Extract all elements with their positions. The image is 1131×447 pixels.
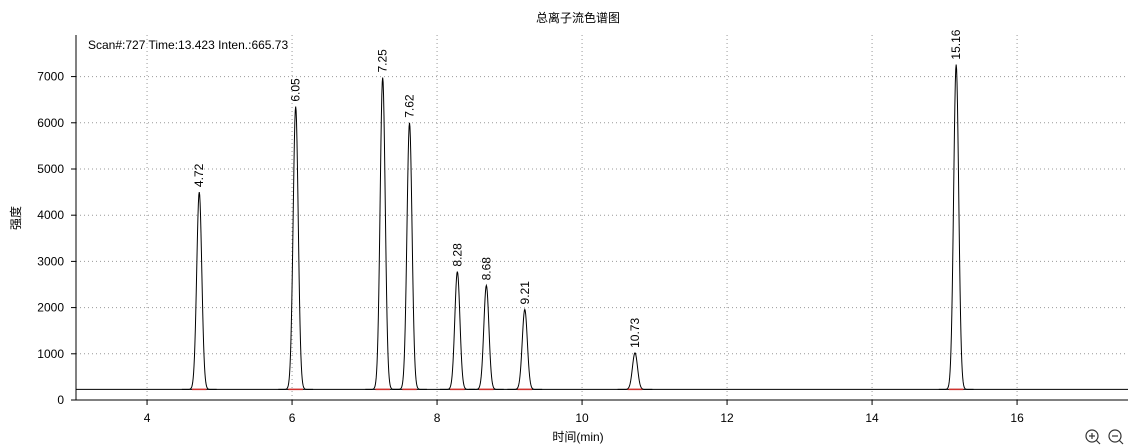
- chart-title: 总离子流色谱图: [536, 10, 620, 25]
- y-tick-label: 3000: [37, 254, 64, 268]
- peak: [278, 106, 314, 390]
- peak-label: 8.28: [450, 243, 464, 267]
- peak-label: 7.25: [376, 49, 390, 73]
- y-axis-label: 强度: [8, 206, 23, 230]
- peak-label: 15.16: [949, 29, 963, 59]
- peak: [392, 122, 427, 390]
- y-tick-label: 7000: [37, 70, 64, 84]
- x-tick-label: 6: [289, 411, 296, 425]
- peak: [181, 192, 217, 390]
- x-axis-label: 时间(min): [552, 430, 603, 444]
- x-tick-label: 4: [144, 411, 151, 425]
- x-tick-label: 8: [434, 411, 441, 425]
- zoom-in-icon[interactable]: [1085, 429, 1101, 445]
- x-tick-label: 16: [1010, 411, 1024, 425]
- y-tick-label: 6000: [37, 116, 64, 130]
- status-text: Scan#:727 Time:13.423 Inten.:665.73: [88, 38, 288, 52]
- peak: [365, 77, 401, 390]
- peak: [468, 283, 504, 390]
- peak-label: 9.21: [518, 281, 532, 305]
- peak-label: 4.72: [192, 163, 206, 187]
- peak: [507, 308, 543, 390]
- x-tick-label: 12: [720, 411, 734, 425]
- peak-label: 7.62: [403, 94, 417, 118]
- y-tick-label: 2000: [37, 301, 64, 315]
- zoom-out-icon[interactable]: [1108, 429, 1124, 445]
- x-tick-label: 14: [865, 411, 879, 425]
- peak: [938, 64, 974, 390]
- peak-label: 8.68: [479, 257, 493, 281]
- x-tick-label: 10: [575, 411, 589, 425]
- peak-label: 10.73: [628, 318, 642, 348]
- peak: [617, 352, 653, 390]
- y-tick-label: 5000: [37, 162, 64, 176]
- y-tick-label: 1000: [37, 347, 64, 361]
- y-tick-label: 4000: [37, 208, 64, 222]
- y-tick-label: 0: [57, 393, 64, 407]
- peak: [439, 271, 475, 390]
- peak-label: 6.05: [289, 78, 303, 102]
